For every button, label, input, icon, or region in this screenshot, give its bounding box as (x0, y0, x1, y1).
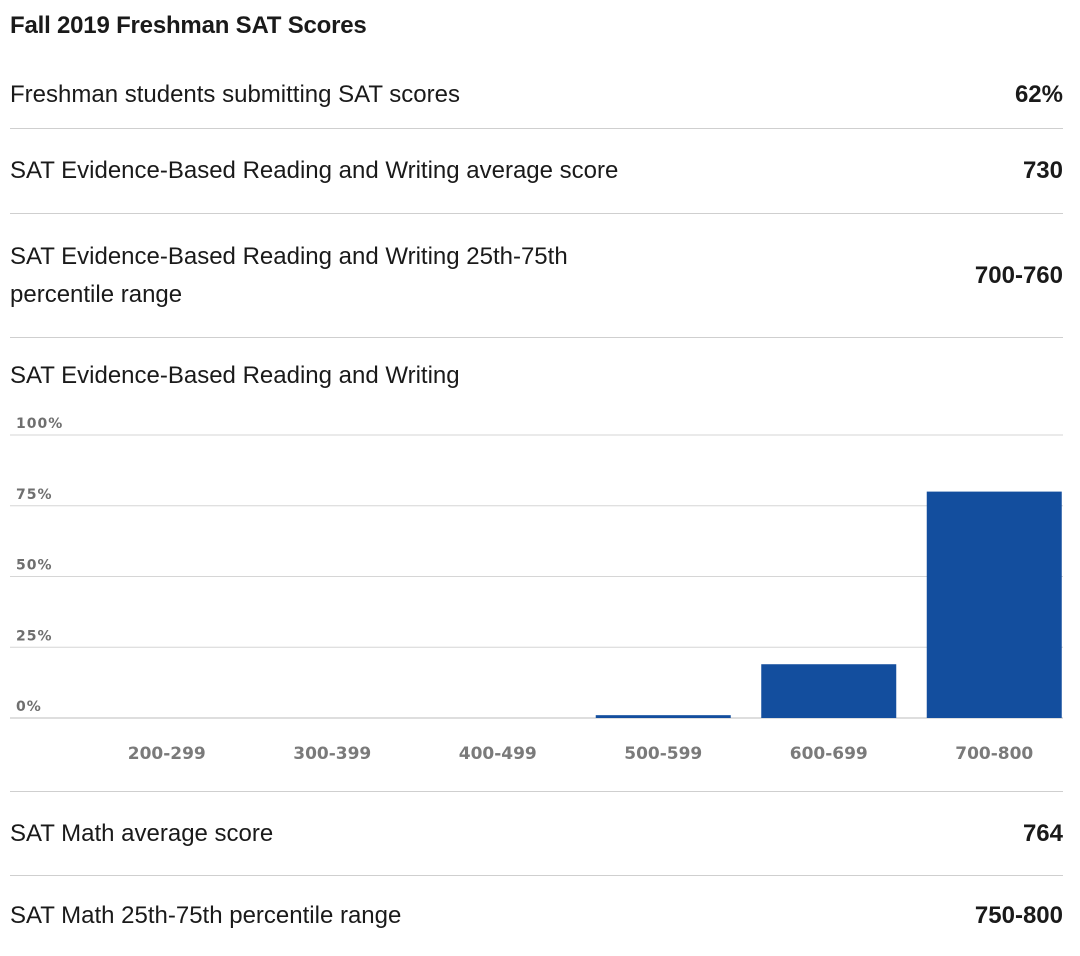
stat-row-ebrw-range: SAT Evidence-Based Reading and Writing 2… (10, 214, 1063, 338)
stat-label: Freshman students submitting SAT scores (10, 81, 460, 108)
stat-value: 700-760 (974, 261, 1063, 289)
y-tick-label: 25% (16, 628, 53, 644)
stat-label: SAT Evidence-Based Reading and Writing a… (10, 157, 619, 184)
stat-row-ebrw-average: SAT Evidence-Based Reading and Writing a… (10, 129, 1063, 214)
stat-value: 750-800 (974, 902, 1063, 929)
y-tick-label: 0% (16, 699, 42, 715)
page-title: Fall 2019 Freshman SAT Scores (10, 12, 367, 39)
x-tick-label: 600-699 (790, 744, 868, 764)
stat-row-submitting: Freshman students submitting SAT scores … (10, 62, 1063, 129)
x-tick-label: 700-800 (955, 744, 1033, 764)
y-tick-label: 100% (16, 416, 63, 432)
stat-value: 62% (1014, 81, 1063, 108)
ebrw-distribution-chart: 0% 25% 50% 75% 100% 200-299 300-399 400-499 500-… (10, 416, 1063, 764)
stat-label: SAT Math 25th-75th percentile range (10, 902, 402, 929)
stat-label: SAT Evidence-Based Reading and Writing 2… (10, 242, 568, 308)
stat-row-math-range: SAT Math 25th-75th percentile range 750-… (10, 876, 1063, 956)
bar (926, 491, 1062, 718)
x-tick-label: 400-499 (459, 744, 537, 764)
stat-label: SAT Math average score (10, 819, 274, 847)
stat-value: 730 (1022, 157, 1063, 184)
y-tick-label: 75% (16, 487, 53, 503)
x-tick-label: 200-299 (128, 744, 206, 764)
stat-value: 764 (1022, 819, 1063, 847)
x-tick-label: 500-599 (624, 744, 702, 764)
stat-row-math-average: SAT Math average score 764 (10, 791, 1063, 876)
y-tick-label: 50% (16, 558, 53, 574)
chart-title: SAT Evidence-Based Reading and Writing (10, 362, 460, 389)
x-tick-label: 300-399 (293, 744, 371, 764)
bar (595, 715, 731, 718)
bar (761, 664, 897, 718)
